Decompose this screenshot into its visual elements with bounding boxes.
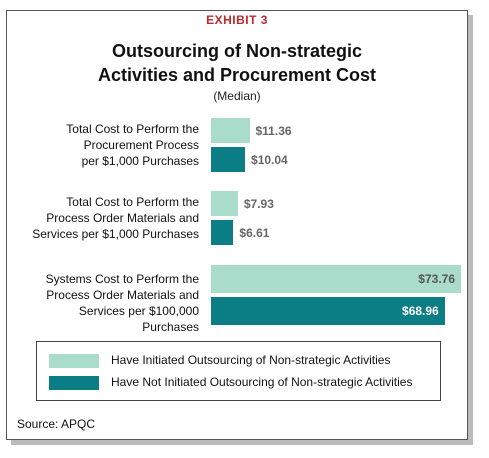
category-line: Process Order Materials and xyxy=(46,288,199,302)
value-label: $11.36 xyxy=(255,123,292,138)
bar xyxy=(211,297,445,325)
category-line: per $1,000 Purchases xyxy=(81,154,199,168)
legend-entry: Have Not Initiated Outsourcing of Non-st… xyxy=(49,374,412,390)
exhibit-label: EXHIBIT 3 xyxy=(196,13,278,27)
exhibit-frame: EXHIBIT 3 Outsourcing of Non-strategic A… xyxy=(6,10,468,440)
bar xyxy=(211,118,250,143)
category-line: Systems Cost to Perform the xyxy=(45,272,199,286)
category-line: Services per $1,000 Purchases xyxy=(32,227,199,241)
category-line: Total Cost to Perform the xyxy=(66,195,199,209)
value-label: $73.76 xyxy=(418,272,455,286)
legend-entry: Have Initiated Outsourcing of Non-strate… xyxy=(49,352,390,368)
legend-text: Have Not Initiated Outsourcing of Non-st… xyxy=(111,375,413,389)
category-line: Total Cost to Perform the xyxy=(66,122,199,136)
category-line: Procurement Process xyxy=(83,138,199,152)
category-label: Total Cost to Perform the Procurement Pro… xyxy=(27,121,199,169)
value-label: $10.04 xyxy=(251,152,288,167)
bar xyxy=(211,220,234,245)
category-line: Process Order Materials and xyxy=(46,211,199,225)
value-label: $7.93 xyxy=(243,196,274,211)
exhibit-header: EXHIBIT 3 xyxy=(7,13,467,27)
legend-text: Have Initiated Outsourcing of Non-strate… xyxy=(111,353,391,367)
bar xyxy=(211,147,246,172)
category-label: Total Cost to Perform the Process Order M… xyxy=(27,194,199,242)
chart-title: Outsourcing of Non-strategic Activities … xyxy=(97,41,377,85)
legend: Have Initiated Outsourcing of Non-strate… xyxy=(36,341,441,401)
source: Source: APQC xyxy=(17,417,96,431)
bar xyxy=(211,191,238,216)
legend-swatch xyxy=(49,353,99,368)
value-label: $6.61 xyxy=(239,225,270,240)
value-label: $68.96 xyxy=(402,304,439,318)
legend-swatch xyxy=(49,375,99,390)
category-label: Systems Cost to Perform the Process Order… xyxy=(27,271,199,335)
chart-subtitle: (Median) xyxy=(213,89,261,103)
category-line: Services per $100,000 Purchases xyxy=(78,304,199,334)
bar xyxy=(211,265,461,293)
